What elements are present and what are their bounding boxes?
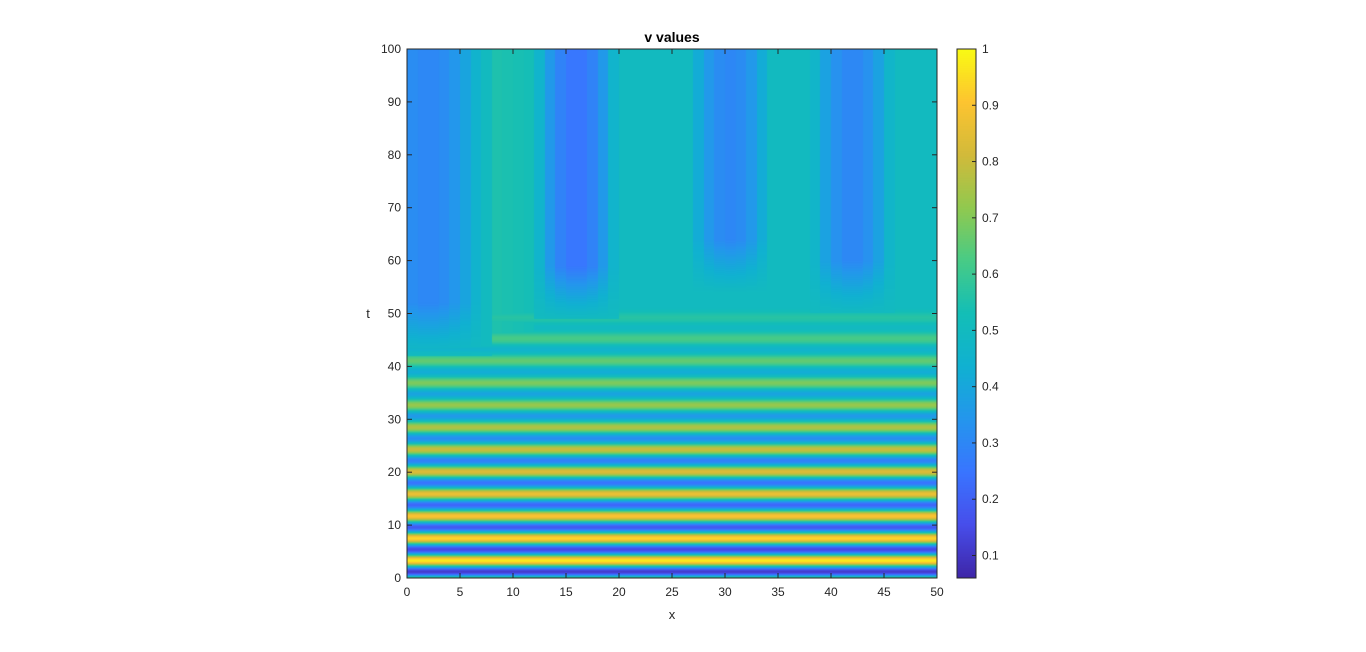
x-axis-ticks: 0 5 10 15 20 25 30 35 40 45 50 bbox=[404, 49, 944, 599]
y-tick-label: 90 bbox=[388, 95, 402, 109]
x-tick-label: 50 bbox=[930, 585, 944, 599]
colorbar-tick-label: 0.6 bbox=[982, 267, 999, 281]
x-tick-label: 10 bbox=[506, 585, 520, 599]
x-tick-label: 15 bbox=[559, 585, 573, 599]
colorbar-tick-label: 0.7 bbox=[982, 211, 999, 225]
y-axis-ticks: 0 10 20 30 40 50 60 70 80 90 100 bbox=[381, 42, 937, 585]
colorbar-tick-label: 0.1 bbox=[982, 548, 999, 562]
heatmap-image bbox=[407, 49, 937, 578]
x-tick-label: 45 bbox=[877, 585, 891, 599]
x-tick-label: 5 bbox=[457, 585, 464, 599]
x-tick-label: 30 bbox=[718, 585, 732, 599]
x-tick-label: 35 bbox=[771, 585, 785, 599]
y-tick-label: 70 bbox=[388, 201, 402, 215]
y-tick-label: 100 bbox=[381, 42, 401, 56]
colorbar-tick-label: 0.8 bbox=[982, 155, 999, 169]
x-tick-label: 25 bbox=[665, 585, 679, 599]
chart-title: v values bbox=[644, 29, 699, 45]
colorbar-tick-label: 1 bbox=[982, 42, 989, 56]
y-tick-label: 30 bbox=[388, 412, 402, 426]
y-tick-label: 80 bbox=[388, 148, 402, 162]
x-tick-label: 20 bbox=[612, 585, 626, 599]
x-axis-label: x bbox=[669, 607, 676, 622]
y-tick-label: 20 bbox=[388, 465, 402, 479]
colorbar-gradient bbox=[957, 49, 976, 578]
x-tick-label: 40 bbox=[824, 585, 838, 599]
y-tick-label: 0 bbox=[394, 571, 401, 585]
axes-frame bbox=[406, 48, 977, 579]
y-tick-label: 50 bbox=[388, 307, 402, 321]
colorbar-tick-label: 0.9 bbox=[982, 98, 999, 112]
y-tick-label: 40 bbox=[388, 359, 402, 373]
colorbar-border bbox=[956, 48, 977, 579]
colorbar-ticks: 0.1 0.2 0.3 0.4 0.5 0.6 0.7 0.8 0.9 1 bbox=[972, 42, 999, 562]
colorbar-tick-label: 0.4 bbox=[982, 380, 999, 394]
y-tick-label: 10 bbox=[388, 518, 402, 532]
y-tick-label: 60 bbox=[388, 254, 402, 268]
x-tick-label: 0 bbox=[404, 585, 411, 599]
colorbar-tick-label: 0.5 bbox=[982, 323, 999, 337]
colorbar-tick-label: 0.2 bbox=[982, 492, 999, 506]
colorbar-tick-label: 0.3 bbox=[982, 436, 999, 450]
plot-border bbox=[406, 48, 938, 579]
y-axis-label: t bbox=[366, 306, 370, 321]
